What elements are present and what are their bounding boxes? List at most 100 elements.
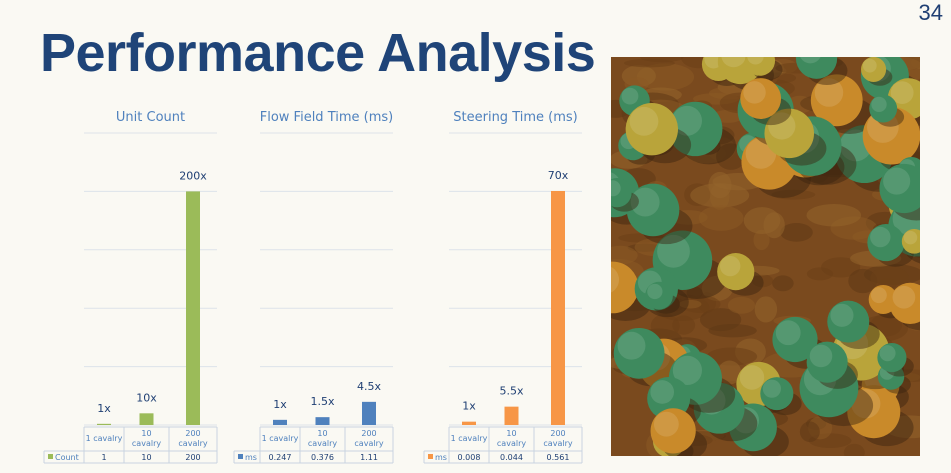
tree-crown <box>806 341 848 383</box>
ground-patch <box>806 267 834 281</box>
chart-title: Unit Count <box>116 110 185 125</box>
tree-highlight <box>879 345 896 362</box>
tree-crown <box>611 261 639 314</box>
tree-highlight <box>611 266 620 293</box>
tree-crown <box>740 78 782 119</box>
tree-highlight <box>672 105 703 136</box>
category-label: 10 <box>141 429 151 438</box>
chart-title: Flow Field Time (ms) <box>260 110 393 125</box>
table-value: 200 <box>185 453 200 462</box>
tree-crown <box>877 342 907 373</box>
category-label: 200 <box>361 429 376 438</box>
ground-patch <box>743 207 781 235</box>
category-label: 1 cavalry <box>86 434 123 443</box>
chart-3: Steering Time (ms) 1x 5.5x 70x 1 cavalry 0.00… <box>423 110 583 464</box>
table-value: 0.247 <box>269 453 292 462</box>
ground-patch <box>611 245 638 265</box>
bar <box>139 413 154 425</box>
tree-highlight <box>870 287 887 304</box>
tree-crown <box>810 74 863 127</box>
category-label: cavalry <box>178 439 207 448</box>
table-value: 0.044 <box>500 453 523 462</box>
data-label: 5.5x <box>499 385 523 398</box>
category-label: 10 <box>317 429 327 438</box>
ground-patch <box>848 268 878 294</box>
forest-image <box>611 57 920 456</box>
category-label: cavalry <box>543 439 572 448</box>
bar <box>504 406 519 425</box>
tree-highlight <box>721 57 746 68</box>
legend-label: Count <box>55 453 79 462</box>
ground-patch <box>799 421 820 442</box>
tree-highlight <box>800 57 821 64</box>
legend-label: ms <box>435 453 447 462</box>
tree-highlight <box>903 230 918 245</box>
legend-label: ms <box>245 453 257 462</box>
ground-patch <box>698 205 744 231</box>
category-label: 1 cavalry <box>262 434 299 443</box>
bar <box>315 417 330 425</box>
tree-highlight <box>719 255 741 277</box>
category-label: 10 <box>506 429 516 438</box>
bar <box>186 191 200 425</box>
tree-highlight <box>653 411 679 437</box>
table-value: 1.11 <box>360 453 378 462</box>
data-label: 1x <box>273 398 287 411</box>
category-label: 1 cavalry <box>451 434 488 443</box>
tree-highlight <box>830 303 854 327</box>
tree-highlight <box>768 112 796 140</box>
ground-patch <box>624 58 675 68</box>
chart-title: Steering Time (ms) <box>453 110 577 125</box>
tree-crown <box>869 94 898 123</box>
tree-crown <box>645 281 673 310</box>
tree-crown <box>668 101 723 157</box>
tree-crown <box>861 57 887 82</box>
tree-highlight <box>762 379 781 398</box>
data-label: 1x <box>462 400 476 413</box>
tree-crown <box>827 300 870 343</box>
ground-patch <box>753 229 770 251</box>
ground-patch <box>843 443 865 456</box>
tree-crown <box>764 108 815 159</box>
tree-highlight <box>611 180 621 197</box>
tree-crown <box>867 224 905 262</box>
tree-highlight <box>814 78 844 107</box>
tree-highlight <box>621 87 639 105</box>
tree-highlight <box>617 331 646 360</box>
tree-crown <box>611 178 632 208</box>
tree-highlight <box>809 344 833 368</box>
table-value: 1 <box>101 453 106 462</box>
table-value: 0.376 <box>311 453 334 462</box>
data-label: 1.5x <box>310 395 334 408</box>
ground-patch <box>771 189 816 200</box>
legend-key <box>48 454 53 459</box>
tree-highlight <box>775 320 801 346</box>
tree-crown <box>901 228 920 254</box>
ground-patch <box>699 308 742 332</box>
category-label: cavalry <box>497 439 526 448</box>
tree-crown <box>889 282 920 325</box>
forest-aerial-photo <box>611 57 920 456</box>
tree-crown <box>744 57 776 76</box>
bar <box>462 421 476 425</box>
table-value: 0.008 <box>458 453 481 462</box>
tree-highlight <box>629 106 659 136</box>
tree-crown <box>847 385 901 439</box>
ground-patch <box>679 299 702 309</box>
tree-highlight <box>871 96 887 113</box>
tree-highlight <box>630 187 660 217</box>
tree-crown <box>862 106 920 165</box>
ground-patch <box>870 266 909 290</box>
ground-patch <box>751 274 774 288</box>
category-label: cavalry <box>132 439 161 448</box>
category-label: 200 <box>185 429 200 438</box>
category-label: 200 <box>550 429 565 438</box>
chart-2: Flow Field Time (ms) 1x 1.5x 4.5x 1 cavalry 0… <box>233 110 394 464</box>
ground-patch <box>706 347 758 366</box>
tree-crown <box>613 327 665 379</box>
ground-patch <box>772 275 794 292</box>
bar <box>362 401 376 425</box>
tree-highlight <box>883 167 911 195</box>
